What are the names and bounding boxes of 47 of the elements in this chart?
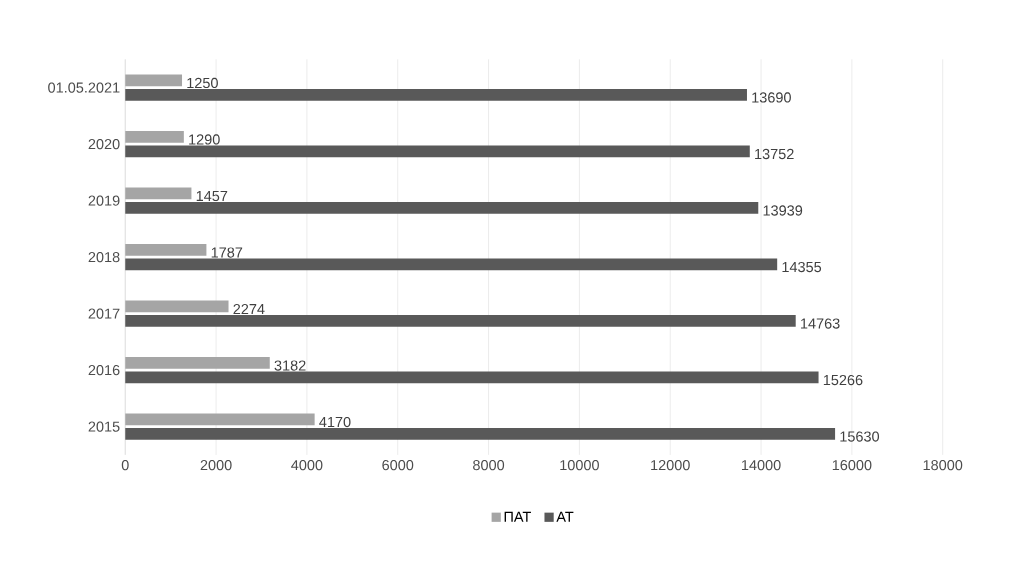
data-label: 1250 xyxy=(187,77,218,89)
y-tick-label: 2015 xyxy=(88,421,120,432)
x-tick-label: 12000 xyxy=(651,459,690,471)
y-tick-label: 2020 xyxy=(88,138,120,150)
y-tick-label: 2019 xyxy=(88,195,120,206)
legend-label: ПАТ xyxy=(504,511,531,522)
x-tick-label: 18000 xyxy=(923,459,963,471)
bar xyxy=(125,371,819,384)
bar xyxy=(125,201,759,214)
data-label: 13752 xyxy=(755,148,794,160)
x-tick-label: 16000 xyxy=(832,459,872,471)
data-label: 13939 xyxy=(763,205,803,216)
bar xyxy=(125,356,270,369)
x-tick-label: 0 xyxy=(121,459,129,471)
bar xyxy=(125,88,747,101)
data-label: 2274 xyxy=(233,303,265,314)
data-label: 4170 xyxy=(319,416,351,428)
x-tick-label: 2000 xyxy=(200,459,232,471)
legend-label: АТ xyxy=(556,511,574,522)
data-label: 15630 xyxy=(840,431,880,442)
bar xyxy=(125,74,183,87)
data-label: 14355 xyxy=(782,261,822,273)
bar xyxy=(125,130,184,143)
x-tick-label: 4000 xyxy=(291,459,323,471)
bar xyxy=(125,145,750,158)
y-tick-label: 2018 xyxy=(88,251,120,263)
y-tick-label: 2016 xyxy=(88,364,120,376)
x-tick-label: 10000 xyxy=(560,459,599,471)
data-label: 14763 xyxy=(801,318,840,329)
data-label: 3182 xyxy=(274,360,306,371)
y-tick-label: 01.05.2021 xyxy=(48,82,120,93)
bar xyxy=(125,300,229,313)
bar xyxy=(125,243,207,256)
y-tick-label: 2017 xyxy=(88,308,120,319)
bar xyxy=(125,187,192,200)
data-label: 1290 xyxy=(189,134,220,145)
x-tick-label: 8000 xyxy=(473,459,505,471)
bar xyxy=(125,413,315,426)
data-label: 1457 xyxy=(196,190,228,201)
bar xyxy=(125,314,796,327)
x-tick-label: 14000 xyxy=(741,459,781,471)
data-label: 13690 xyxy=(752,92,791,103)
x-tick-label: 6000 xyxy=(382,459,414,471)
bar xyxy=(125,427,836,440)
data-label: 15266 xyxy=(823,374,863,386)
bar xyxy=(125,258,778,271)
data-label: 1787 xyxy=(211,247,243,258)
